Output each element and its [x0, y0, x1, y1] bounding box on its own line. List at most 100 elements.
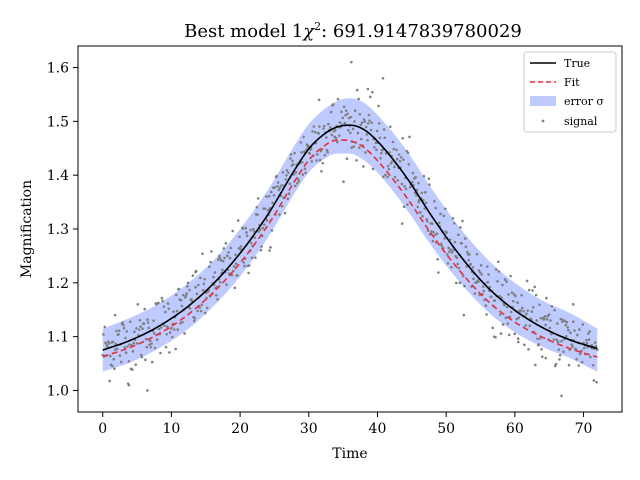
signal-point: [446, 253, 449, 256]
signal-point: [219, 280, 222, 284]
signal-point: [500, 296, 503, 300]
signal-point: [545, 296, 548, 300]
signal-point: [343, 121, 347, 125]
signal-point: [503, 304, 506, 307]
signal-point: [287, 192, 291, 196]
signal-point: [294, 171, 298, 174]
signal-point: [484, 304, 488, 307]
signal-point: [131, 350, 135, 353]
signal-point: [364, 125, 368, 129]
signal-point: [216, 298, 219, 301]
signal-point: [452, 222, 456, 225]
signal-point: [212, 275, 215, 279]
signal-point: [302, 135, 305, 139]
signal-point: [241, 227, 245, 230]
signal-point: [509, 274, 512, 278]
signal-point: [145, 345, 149, 349]
signal-point: [250, 241, 253, 245]
signal-point: [560, 394, 563, 398]
signal-point: [216, 258, 220, 261]
signal-point: [557, 348, 561, 351]
signal-point: [561, 318, 565, 322]
signal-point: [357, 146, 361, 150]
signal-point: [221, 268, 224, 272]
signal-point: [415, 188, 419, 192]
signal-point: [338, 134, 341, 137]
signal-point: [265, 195, 268, 198]
signal-point: [287, 171, 290, 174]
signal-point: [342, 180, 345, 184]
signal-point: [258, 228, 262, 231]
signal-point: [431, 239, 435, 243]
signal-point: [257, 230, 261, 233]
signal-point: [194, 285, 197, 289]
signal-point: [345, 157, 349, 160]
signal-point: [442, 214, 446, 218]
signal-point: [469, 262, 473, 266]
signal-point: [223, 256, 226, 260]
signal-point: [404, 187, 408, 191]
signal-point: [440, 244, 444, 248]
signal-point: [417, 181, 420, 185]
signal-point: [528, 324, 532, 328]
signal-point: [312, 125, 316, 128]
x-tick-label: 60: [506, 421, 524, 437]
signal-point: [534, 363, 537, 367]
signal-point: [181, 293, 185, 297]
signal-point: [179, 321, 182, 325]
signal-point: [330, 133, 334, 137]
signal-point: [167, 307, 171, 311]
signal-point: [310, 160, 314, 163]
signal-point: [457, 266, 461, 270]
signal-point: [569, 331, 572, 335]
signal-point: [560, 339, 563, 343]
signal-point: [105, 343, 109, 347]
signal-point: [578, 328, 581, 331]
signal-point: [102, 333, 105, 336]
signal-point: [210, 250, 213, 253]
signal-point: [525, 312, 528, 316]
x-tick-label: 50: [437, 421, 455, 437]
signal-point: [267, 194, 271, 198]
signal-point: [515, 317, 519, 321]
signal-point: [157, 327, 161, 331]
signal-point: [190, 297, 193, 301]
signal-point: [384, 173, 387, 177]
signal-point: [381, 76, 385, 80]
signal-point: [356, 131, 360, 135]
signal-point: [485, 313, 488, 316]
signal-point: [250, 256, 254, 260]
signal-point: [496, 279, 499, 283]
signal-point: [106, 345, 109, 349]
signal-point: [571, 345, 574, 349]
signal-point: [401, 137, 404, 140]
signal-point: [222, 247, 226, 250]
signal-point: [402, 158, 405, 161]
signal-point: [548, 326, 552, 330]
signal-point: [113, 348, 117, 351]
signal-point: [525, 279, 529, 283]
signal-point: [497, 270, 501, 273]
signal-point: [185, 292, 188, 295]
signal-point: [510, 291, 514, 294]
signal-point: [128, 320, 132, 324]
signal-point: [549, 319, 552, 322]
signal-point: [350, 146, 354, 149]
signal-point: [488, 285, 492, 289]
signal-point: [322, 124, 326, 128]
signal-point: [417, 200, 420, 204]
signal-point: [565, 334, 568, 338]
signal-point: [294, 184, 297, 188]
signal-point: [179, 298, 183, 302]
signal-point: [149, 345, 153, 349]
signal-point: [493, 299, 497, 302]
plot-area: [101, 60, 599, 398]
signal-point: [498, 294, 501, 298]
signal-point: [443, 207, 447, 211]
signal-point: [464, 245, 468, 249]
signal-point: [505, 305, 509, 309]
signal-point: [148, 339, 152, 343]
signal-point: [462, 313, 466, 317]
signal-point: [111, 340, 115, 344]
signal-point: [474, 281, 478, 284]
